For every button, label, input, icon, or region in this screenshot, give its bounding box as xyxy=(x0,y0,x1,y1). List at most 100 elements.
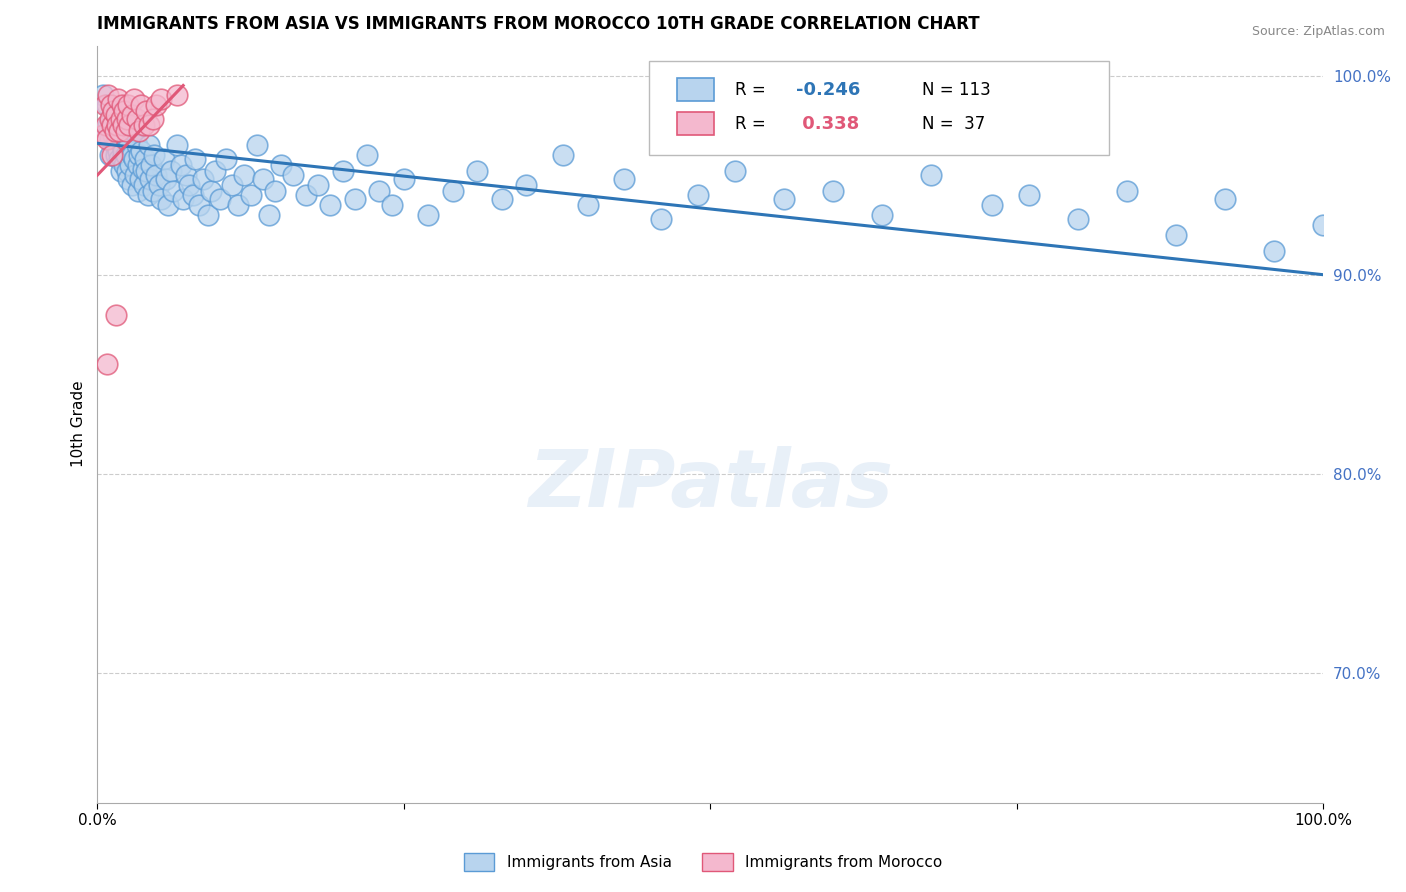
Point xyxy=(101,148,124,162)
Point xyxy=(122,124,145,138)
Point xyxy=(104,124,127,138)
Point xyxy=(107,145,129,159)
Point xyxy=(181,188,204,202)
Point xyxy=(98,112,121,127)
Point xyxy=(114,148,136,162)
Point xyxy=(127,184,149,198)
Point xyxy=(252,172,274,186)
Point xyxy=(104,148,127,162)
Point xyxy=(264,184,287,198)
Point xyxy=(129,172,152,186)
Point xyxy=(115,112,138,127)
Point xyxy=(111,138,134,153)
Point xyxy=(138,138,160,153)
Point xyxy=(112,158,135,172)
Point xyxy=(283,168,305,182)
Point xyxy=(131,145,153,159)
Point xyxy=(101,108,124,122)
Point xyxy=(142,148,165,162)
Point xyxy=(93,128,115,143)
Point xyxy=(134,152,156,166)
FancyBboxPatch shape xyxy=(678,78,714,101)
Point xyxy=(332,164,354,178)
Point xyxy=(1263,244,1285,258)
Point xyxy=(96,132,118,146)
Point xyxy=(170,158,193,172)
Point xyxy=(136,188,159,202)
Point xyxy=(239,188,262,202)
Point xyxy=(270,158,292,172)
Point xyxy=(441,184,464,198)
Point xyxy=(145,168,167,182)
Point xyxy=(122,92,145,106)
Point xyxy=(148,178,170,192)
Point xyxy=(112,145,135,159)
Point xyxy=(294,188,316,202)
Point xyxy=(121,108,143,122)
Point xyxy=(108,124,131,138)
Point xyxy=(131,98,153,112)
Point xyxy=(152,152,174,166)
Point xyxy=(172,192,194,206)
Point xyxy=(105,132,128,146)
Point xyxy=(1067,211,1090,226)
Point xyxy=(515,178,537,192)
Point xyxy=(162,184,184,198)
Point xyxy=(103,124,125,138)
Point xyxy=(920,168,942,182)
Point xyxy=(141,158,163,172)
Point xyxy=(118,138,141,153)
Point xyxy=(138,119,160,133)
Point xyxy=(197,208,219,222)
Point xyxy=(101,119,124,133)
Point xyxy=(100,98,122,112)
Point xyxy=(208,192,231,206)
Point xyxy=(124,168,146,182)
Text: N = 113: N = 113 xyxy=(922,80,991,98)
Point xyxy=(1166,227,1188,242)
Point xyxy=(112,128,135,143)
Point xyxy=(821,184,844,198)
Point xyxy=(150,192,173,206)
Point xyxy=(125,138,148,153)
Point xyxy=(356,148,378,162)
Point xyxy=(139,172,162,186)
Point xyxy=(93,98,115,112)
Point xyxy=(319,198,342,212)
Point xyxy=(1312,218,1334,232)
Point xyxy=(94,119,117,133)
Point xyxy=(112,119,135,133)
Point xyxy=(132,119,155,133)
Point xyxy=(1116,184,1139,198)
Point xyxy=(118,119,141,133)
Point xyxy=(135,104,157,119)
Point xyxy=(418,208,440,222)
Point xyxy=(108,119,131,133)
Point xyxy=(110,112,132,127)
Point xyxy=(613,172,636,186)
Point xyxy=(100,119,122,133)
Point xyxy=(650,211,672,226)
Point xyxy=(773,192,796,206)
Point xyxy=(200,184,222,198)
Point xyxy=(157,198,180,212)
Point xyxy=(724,164,747,178)
Point xyxy=(174,168,197,182)
Point xyxy=(381,198,404,212)
Point xyxy=(97,119,120,133)
Point xyxy=(145,98,167,112)
Point xyxy=(191,172,214,186)
Point xyxy=(104,108,127,122)
Text: 0.338: 0.338 xyxy=(796,115,859,133)
Point xyxy=(121,178,143,192)
Text: Source: ZipAtlas.com: Source: ZipAtlas.com xyxy=(1251,25,1385,38)
Point xyxy=(111,152,134,166)
Text: R =: R = xyxy=(735,115,770,133)
Point xyxy=(98,132,121,146)
Point xyxy=(467,164,489,178)
Point xyxy=(117,98,139,112)
Point xyxy=(343,192,366,206)
FancyBboxPatch shape xyxy=(650,61,1109,155)
Point xyxy=(246,138,269,153)
Point xyxy=(686,188,709,202)
